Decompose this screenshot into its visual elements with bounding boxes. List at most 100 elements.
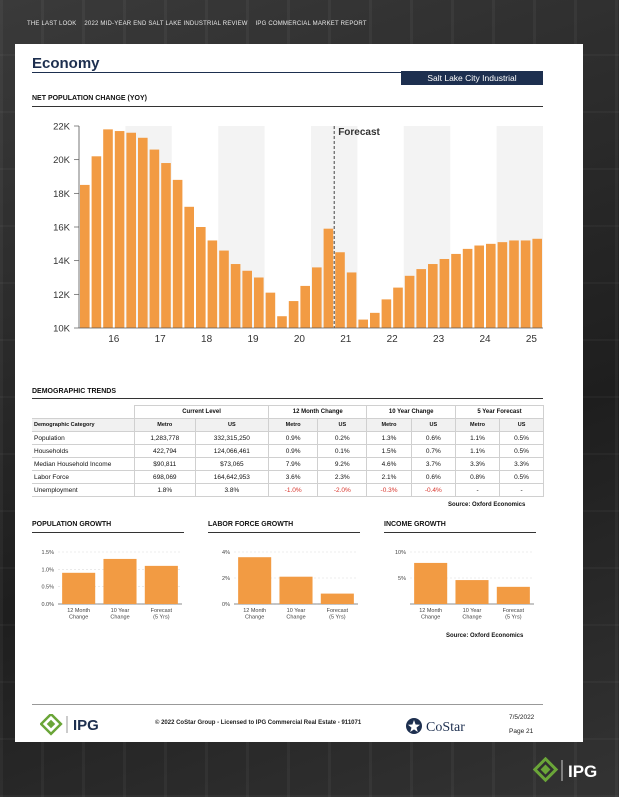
costar-text: CoStar xyxy=(426,720,465,735)
table-cell: 0.5% xyxy=(499,470,544,484)
table-cell: 0.7% xyxy=(410,444,456,458)
pop-bar xyxy=(288,301,299,328)
page-number: Page 21 xyxy=(509,728,534,735)
report-page: Economy Salt Lake City Industrial NET PO… xyxy=(15,44,583,742)
mini-y-label: 10% xyxy=(395,550,406,556)
pop-bar xyxy=(196,227,206,328)
mini-category-label: 12 Month Change xyxy=(419,608,442,621)
col-us: US xyxy=(317,418,368,432)
table-cell: - xyxy=(454,483,501,497)
x-tick-label: 23 xyxy=(433,334,445,345)
mini-bar xyxy=(103,558,137,604)
y-tick-label: 16K xyxy=(53,223,71,234)
mini-bar xyxy=(62,572,96,604)
table-cell: -1.0% xyxy=(268,483,319,497)
table-cell: 0.9% xyxy=(268,431,319,445)
pop-chart-rule xyxy=(32,106,543,107)
col-metro: Metro xyxy=(134,418,196,432)
y-tick-label: 12K xyxy=(53,290,71,301)
mini-bar xyxy=(238,557,272,604)
mini-bar xyxy=(279,576,313,604)
mini-y-label: 2% xyxy=(222,576,230,582)
table-cell: $73,065 xyxy=(194,457,270,471)
table-cell: 3.3% xyxy=(499,457,544,471)
pop-bar xyxy=(219,250,229,328)
table-cell: 698,069 xyxy=(134,470,196,484)
pop-bar xyxy=(242,270,252,328)
group-current: Current Level xyxy=(133,405,270,419)
demographic-table: Current Level 12 Month Change 10 Year Ch… xyxy=(32,405,545,497)
population-change-chart: 10K 12K 14K 16K 18K 20K 22K 16 17 18 19 20 21 22 23 24 2… xyxy=(53,122,543,345)
table-cell: 4.6% xyxy=(366,457,412,471)
demo-title: DEMOGRAPHIC TRENDS xyxy=(32,388,117,395)
table-cell: 3.8% xyxy=(194,483,270,497)
mini-y-label: 0.5% xyxy=(41,585,54,591)
mini-title-population: POPULATION GROWTH xyxy=(32,521,112,528)
mini-category-label: 10 Year Change xyxy=(110,608,129,621)
demo-source: Source: Oxford Economics xyxy=(448,502,526,508)
x-tick-label: 24 xyxy=(479,334,491,345)
pop-bar xyxy=(509,240,519,328)
mini-bar xyxy=(144,565,178,604)
table-cell: 332,315,250 xyxy=(194,431,270,445)
mini-category-label: 12 Month Change xyxy=(243,608,266,621)
mini-rule-population xyxy=(32,532,184,533)
table-row: Households 422,794 124,066,461 0.9% 0.1% 1.5%… xyxy=(32,444,544,458)
labor-force-growth-chart: 0% 2% 4% 12 Month Change 10 Year Change Forecas… xyxy=(222,550,358,621)
table-cell: 0.2% xyxy=(317,431,368,445)
y-tick-label: 10K xyxy=(53,324,71,335)
table-cell: 0.5% xyxy=(499,444,544,458)
mini-y-label: 0% xyxy=(222,602,230,608)
row-label: Unemployment xyxy=(32,483,135,497)
pop-bar xyxy=(230,264,241,328)
table-row: Labor Force 698,069 164,642,953 3.6% 2.3% 2.1… xyxy=(32,470,544,484)
pop-bar xyxy=(428,264,438,328)
col-metro: Metro xyxy=(366,418,412,432)
table-cell: 0.6% xyxy=(410,470,456,484)
corner-brand: IPG xyxy=(568,762,597,781)
pop-bar xyxy=(404,275,415,328)
mini-category-label: 10 Year Change xyxy=(462,608,481,621)
table-cell: 1.5% xyxy=(366,444,412,458)
costar-logo: CoStar xyxy=(405,715,490,740)
y-tick-label: 14K xyxy=(53,256,71,267)
table-cell: 3.7% xyxy=(410,457,456,471)
table-cell: -2.0% xyxy=(317,483,368,497)
table-cell: 0.9% xyxy=(268,444,319,458)
table-cell: 3.6% xyxy=(268,470,319,484)
table-cell: 1,283,778 xyxy=(134,431,196,445)
mini-rule-labor xyxy=(208,532,360,533)
mini-bar xyxy=(455,580,489,604)
table-cell: 2.1% xyxy=(366,470,412,484)
table-cell: 1.3% xyxy=(366,431,412,445)
pop-chart-title: NET POPULATION CHANGE (YOY) xyxy=(32,95,147,102)
x-tick-label: 20 xyxy=(294,334,306,345)
sector-badge: Salt Lake City Industrial xyxy=(401,71,543,85)
x-tick-label: 22 xyxy=(387,334,399,345)
page-title: Economy xyxy=(32,55,100,72)
table-cell: 164,642,953 xyxy=(194,470,270,484)
header-item-3: IPG COMMERCIAL MARKET REPORT xyxy=(255,21,367,27)
table-header-row: Demographic Category Metro US Metro US M… xyxy=(32,418,544,432)
row-label: Households xyxy=(32,444,135,458)
mini-y-label: 5% xyxy=(398,576,406,582)
pop-bar xyxy=(497,242,508,328)
mini-bar xyxy=(496,586,530,604)
mini-y-label: 4% xyxy=(222,550,230,556)
footer-brand: IPG xyxy=(73,717,99,734)
pop-bar xyxy=(381,299,392,328)
table-row: Unemployment 1.8% 3.8% -1.0% -2.0% -0.3% -0.4%… xyxy=(32,483,544,497)
corner-diamond-icon xyxy=(532,756,559,783)
pop-bar xyxy=(474,245,484,328)
footer-date: 7/5/2022 xyxy=(509,714,535,721)
table-cell: 124,066,461 xyxy=(194,444,270,458)
table-cell: 0.8% xyxy=(454,470,501,484)
mini-category-label: Forecast (5 Yrs) xyxy=(503,608,525,621)
mini-category-label: 10 Year Change xyxy=(286,608,305,621)
x-tick-label: 19 xyxy=(247,334,259,345)
pop-bar xyxy=(346,272,357,328)
y-tick-label: 18K xyxy=(53,189,71,200)
col-metro: Metro xyxy=(454,418,501,432)
title-divider xyxy=(32,72,543,73)
table-cell: 0.1% xyxy=(317,444,368,458)
